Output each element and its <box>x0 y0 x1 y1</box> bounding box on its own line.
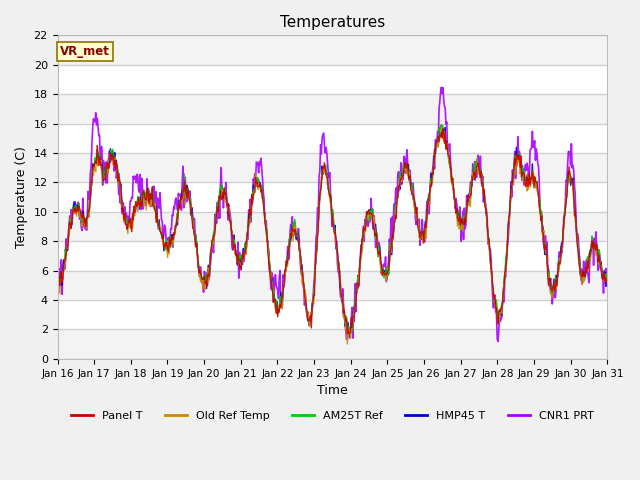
Bar <box>58 271 607 300</box>
Bar <box>58 329 607 359</box>
Bar <box>58 212 607 241</box>
Bar <box>58 94 607 123</box>
Bar <box>58 153 607 182</box>
Title: Temperatures: Temperatures <box>280 15 385 30</box>
Bar <box>58 36 607 65</box>
X-axis label: Time: Time <box>317 384 348 397</box>
Y-axis label: Temperature (C): Temperature (C) <box>15 146 28 248</box>
Text: VR_met: VR_met <box>60 45 110 58</box>
Legend: Panel T, Old Ref Temp, AM25T Ref, HMP45 T, CNR1 PRT: Panel T, Old Ref Temp, AM25T Ref, HMP45 … <box>67 407 598 425</box>
